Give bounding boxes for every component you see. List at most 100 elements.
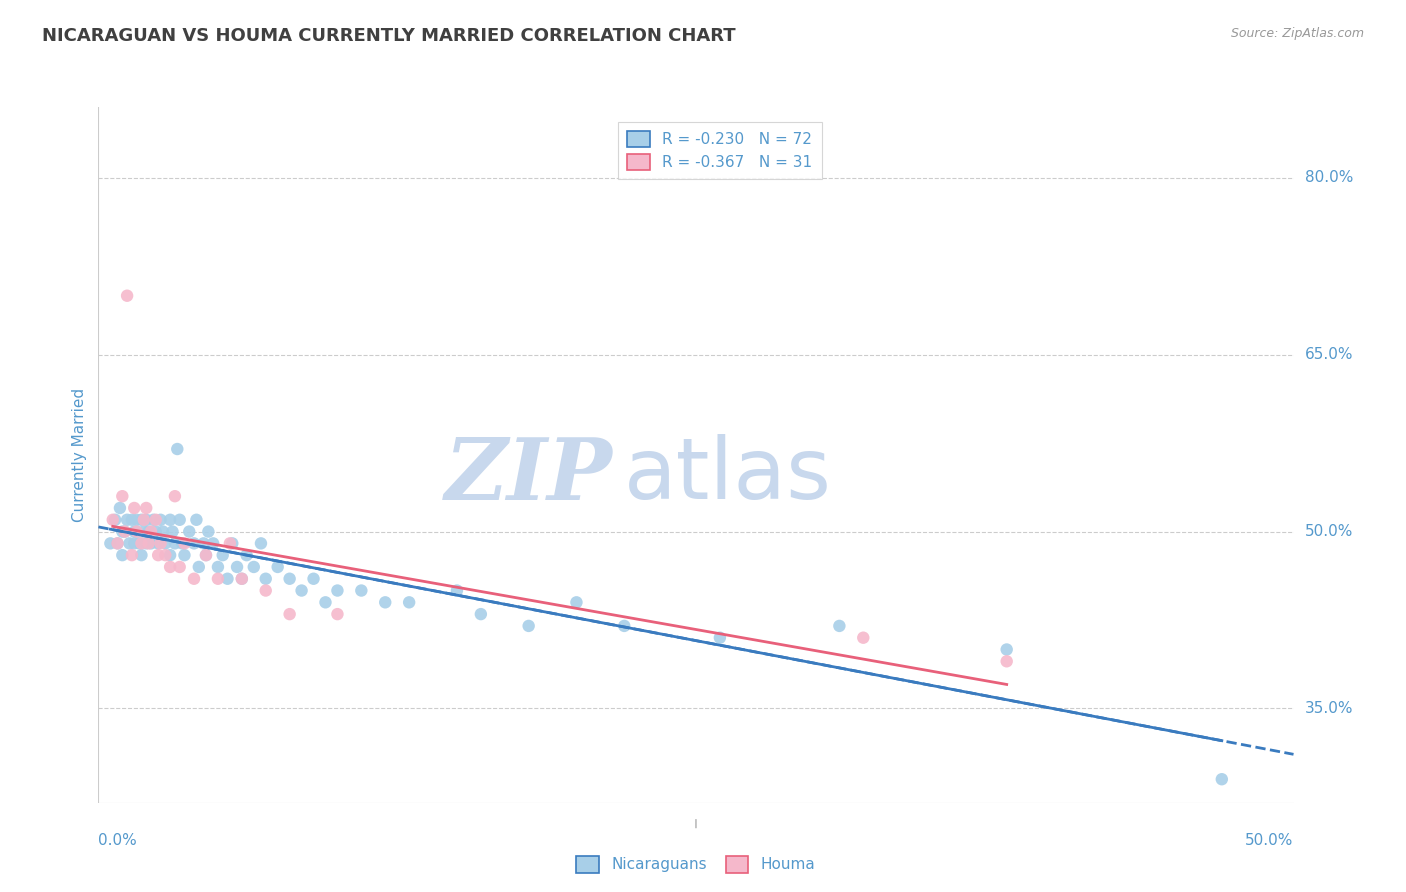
Point — [187, 560, 209, 574]
Point — [186, 513, 208, 527]
Point — [132, 513, 155, 527]
Point — [709, 631, 731, 645]
Point — [995, 642, 1018, 657]
Point — [135, 500, 157, 515]
Point — [124, 536, 146, 550]
Point — [172, 536, 194, 550]
Point — [135, 536, 157, 550]
Point — [226, 560, 249, 574]
Point — [104, 513, 127, 527]
Point — [221, 536, 243, 550]
Point — [828, 619, 851, 633]
Point — [149, 513, 172, 527]
Point — [135, 513, 157, 527]
Point — [173, 548, 195, 562]
Point — [166, 442, 188, 456]
Point — [254, 572, 277, 586]
Point — [278, 607, 301, 621]
Point — [149, 536, 172, 550]
Text: 80.0%: 80.0% — [1305, 170, 1353, 186]
Point — [124, 500, 146, 515]
Point — [131, 548, 153, 562]
Point — [139, 524, 162, 539]
Text: 50.0%: 50.0% — [1246, 833, 1294, 848]
Point — [111, 489, 134, 503]
Point — [121, 548, 143, 562]
Point — [169, 513, 191, 527]
Point — [163, 489, 186, 503]
Point — [565, 595, 588, 609]
Text: atlas: atlas — [624, 434, 832, 517]
Point — [852, 631, 875, 645]
Point — [194, 548, 217, 562]
Point — [183, 536, 205, 550]
Point — [142, 513, 165, 527]
Text: ZIP: ZIP — [444, 434, 612, 517]
Point — [231, 572, 253, 586]
Point — [179, 524, 201, 539]
Point — [101, 513, 124, 527]
Point — [326, 583, 349, 598]
Point — [231, 572, 253, 586]
Point — [446, 583, 468, 598]
Point — [139, 536, 162, 550]
Point — [202, 536, 225, 550]
Point — [302, 572, 325, 586]
Point — [148, 548, 170, 562]
Point — [111, 548, 134, 562]
Text: 50.0%: 50.0% — [1305, 524, 1353, 539]
Point — [517, 619, 540, 633]
Point — [290, 583, 312, 598]
Point — [162, 524, 184, 539]
Point — [211, 548, 233, 562]
Point — [145, 524, 167, 539]
Point — [470, 607, 492, 621]
Point — [125, 513, 148, 527]
Point — [118, 536, 141, 550]
Point — [193, 536, 215, 550]
Point — [159, 548, 181, 562]
Point — [138, 536, 160, 550]
Point — [121, 513, 143, 527]
Point — [350, 583, 373, 598]
Point — [111, 524, 134, 539]
Point — [115, 513, 138, 527]
Point — [197, 524, 219, 539]
Point — [243, 560, 266, 574]
Point — [169, 560, 191, 574]
Point — [114, 524, 136, 539]
Point — [155, 536, 177, 550]
Point — [217, 572, 239, 586]
Point — [132, 524, 155, 539]
Point — [398, 595, 420, 609]
Point — [254, 583, 277, 598]
Point — [138, 524, 160, 539]
Text: 35.0%: 35.0% — [1305, 701, 1353, 716]
Point — [148, 536, 170, 550]
Point — [267, 560, 290, 574]
Point — [1211, 772, 1233, 787]
Point — [107, 536, 129, 550]
Point — [159, 560, 181, 574]
Point — [374, 595, 396, 609]
Point — [163, 536, 186, 550]
Point — [995, 654, 1018, 668]
Point — [145, 513, 167, 527]
Point — [115, 289, 138, 303]
Point — [207, 572, 229, 586]
Y-axis label: Currently Married: Currently Married — [72, 388, 87, 522]
Point — [155, 548, 177, 562]
Point — [235, 548, 257, 562]
Point — [173, 536, 195, 550]
Text: 65.0%: 65.0% — [1305, 347, 1353, 362]
Point — [152, 524, 174, 539]
Point — [131, 513, 153, 527]
Point — [315, 595, 337, 609]
Point — [219, 536, 242, 550]
Point — [194, 548, 217, 562]
Point — [278, 572, 301, 586]
Point — [98, 536, 122, 550]
Point — [159, 513, 181, 527]
Point — [613, 619, 636, 633]
Point — [183, 572, 205, 586]
